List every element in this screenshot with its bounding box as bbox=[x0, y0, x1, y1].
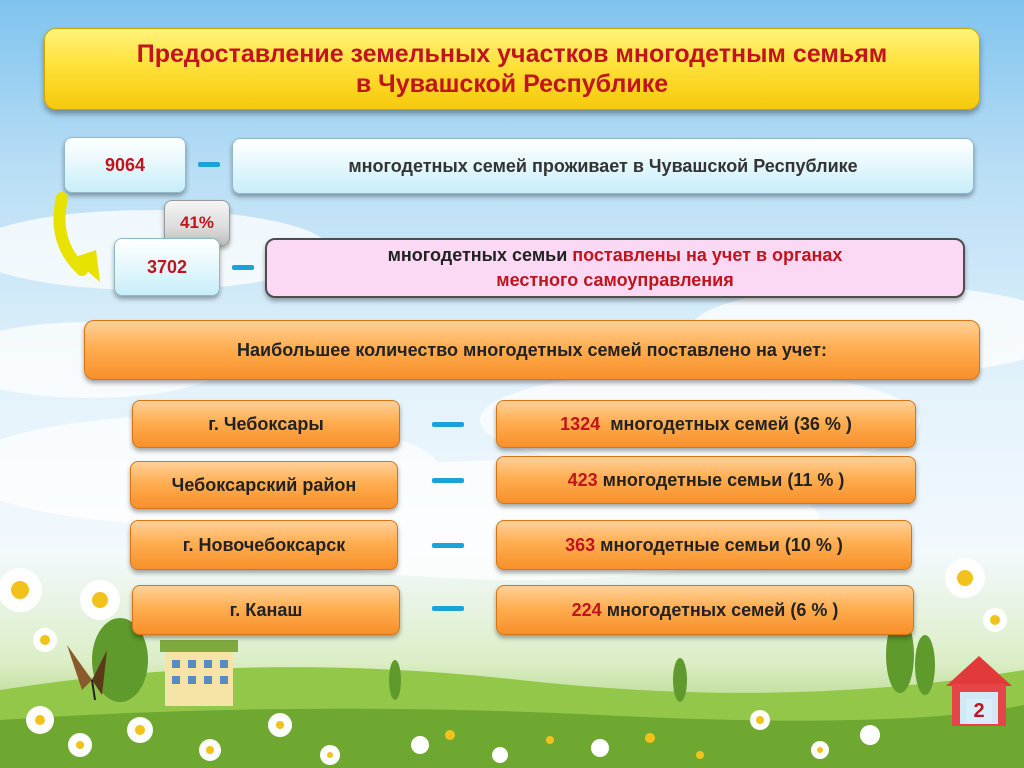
place-box: Чебоксарский район bbox=[130, 461, 398, 509]
registered-families-number: 3702 bbox=[146, 256, 188, 277]
dash-connector bbox=[432, 543, 464, 548]
family-count: 1324 bbox=[560, 413, 601, 434]
dash-connector bbox=[432, 422, 464, 427]
title-line-2: в Чувашской Республике bbox=[355, 70, 669, 98]
family-count: 363 bbox=[565, 534, 596, 555]
place-name: Чебоксарский район bbox=[171, 474, 357, 495]
total-families-description-box: многодетных семей проживает в Чувашской … bbox=[232, 138, 974, 194]
dash-connector bbox=[432, 478, 464, 483]
section-header-box: Наибольшее количество многодетных семей … bbox=[84, 320, 980, 380]
place-box: г. Новочебоксарск bbox=[130, 520, 398, 570]
family-count-text: многодетные семьи (10 % ) bbox=[600, 534, 843, 555]
place-box: г. Канаш bbox=[132, 585, 400, 635]
count-box: 224 многодетных семей (6 % ) bbox=[496, 585, 914, 635]
slide-title: Предоставление земельных участков многод… bbox=[44, 28, 980, 110]
count-box: 363 многодетные семьи (10 % ) bbox=[496, 520, 912, 570]
family-count-text: многодетных семей (36 % ) bbox=[610, 413, 852, 434]
curved-arrow-icon bbox=[53, 192, 100, 282]
dash-connector bbox=[432, 606, 464, 611]
place-name: г. Канаш bbox=[229, 599, 303, 620]
family-count: 224 bbox=[571, 599, 602, 620]
total-families-number-box: 9064 bbox=[64, 137, 186, 193]
dash-connector bbox=[198, 162, 220, 167]
place-box: г. Чебоксары bbox=[132, 400, 400, 448]
total-families-number: 9064 bbox=[104, 154, 146, 175]
place-name: г. Новочебоксарск bbox=[182, 534, 346, 555]
family-count-text: многодетные семьи (11 % ) bbox=[602, 469, 845, 490]
total-families-description: многодетных семей проживает в Чувашской … bbox=[348, 155, 858, 176]
count-box: 1324 многодетных семей (36 % ) bbox=[496, 400, 916, 448]
dash-connector bbox=[232, 265, 254, 270]
page-number: 2 bbox=[966, 699, 992, 723]
registered-families-description-box: многодетных семьи поставлены на учет в о… bbox=[265, 238, 965, 298]
registered-families-number-box: 3702 bbox=[114, 238, 220, 296]
percentage-value: 41% bbox=[179, 213, 215, 232]
registered-description-line-2: местного самоуправления bbox=[496, 270, 734, 290]
family-count-text: многодетных семей (6 % ) bbox=[606, 599, 839, 620]
title-line-1: Предоставление земельных участков многод… bbox=[136, 40, 888, 68]
registered-description-part-2: поставлены на учет в органах bbox=[572, 245, 843, 265]
section-header-text: Наибольшее количество многодетных семей … bbox=[237, 339, 827, 360]
count-box: 423 многодетные семьи (11 % ) bbox=[496, 456, 916, 504]
family-count: 423 bbox=[567, 469, 598, 490]
registered-description-part-1: многодетных семьи bbox=[387, 245, 573, 265]
place-name: г. Чебоксары bbox=[208, 413, 324, 434]
